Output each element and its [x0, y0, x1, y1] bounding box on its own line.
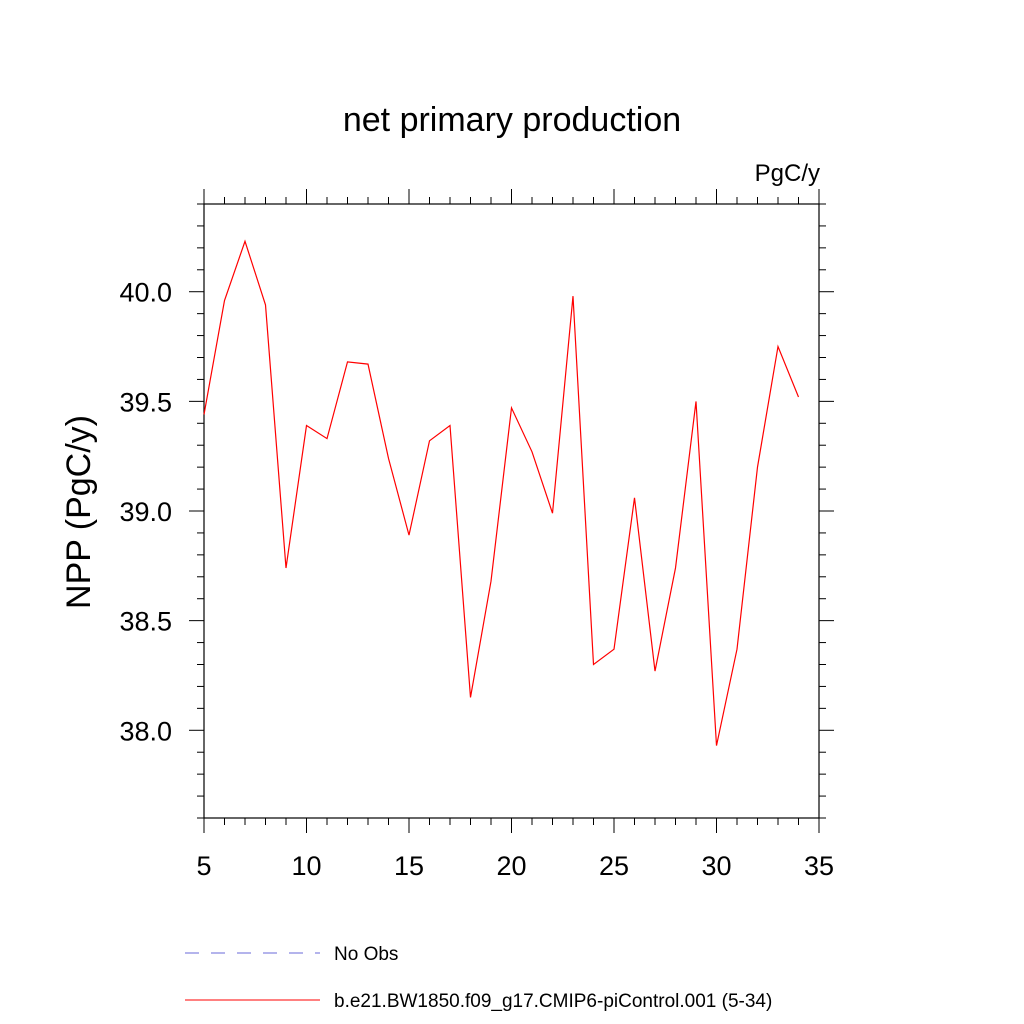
- x-tick-label: 30: [701, 851, 731, 881]
- chart-title: net primary production: [343, 101, 681, 139]
- legend-label: b.e21.BW1850.f09_g17.CMIP6-piControl.001…: [334, 991, 772, 1012]
- units-label: PgC/y: [755, 160, 820, 187]
- legend-label: No Obs: [334, 944, 398, 965]
- x-tick-label: 15: [394, 851, 424, 881]
- axis-ticks: 5 10 15 20 25 30 35 38.0 38.5 39.0 39.5 40.0: [119, 189, 834, 881]
- x-tick-label: 5: [196, 851, 211, 881]
- y-tick-label: 39.5: [119, 387, 172, 417]
- y-axis-label: NPP (PgC/y): [60, 415, 98, 609]
- series-line: [203, 239, 800, 746]
- data-series: [203, 239, 800, 746]
- y-tick-label: 38.5: [119, 607, 172, 637]
- x-tick-label: 25: [599, 851, 629, 881]
- x-tick-label: 35: [804, 851, 834, 881]
- y-tick-label: 38.0: [119, 716, 172, 746]
- y-tick-label: 40.0: [119, 278, 172, 308]
- x-tick-label: 10: [291, 851, 321, 881]
- legend: No Obs b.e21.BW1850.f09_g17.CMIP6-piContr…: [185, 944, 772, 1012]
- y-tick-label: 39.0: [119, 497, 172, 527]
- x-tick-label: 20: [496, 851, 526, 881]
- plot-frame: [203, 203, 820, 819]
